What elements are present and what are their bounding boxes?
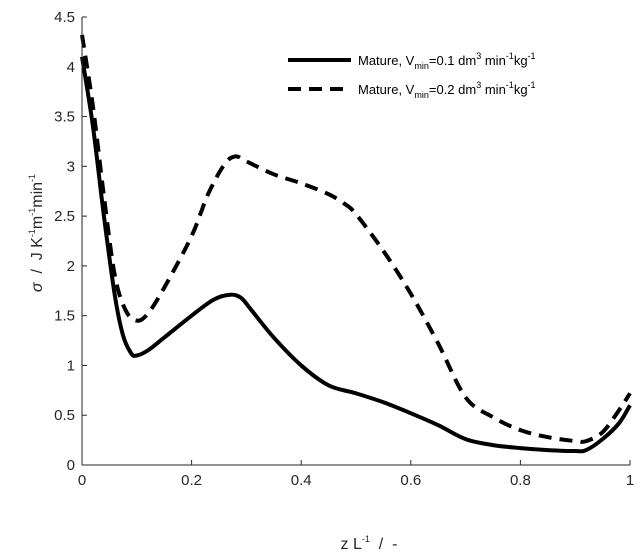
y-tick-label: 1 — [67, 357, 75, 374]
series-layer — [80, 34, 632, 454]
x-tick-label: 0.6 — [400, 472, 421, 489]
ticks-layer: 0 0.2 0.4 0.6 0.8 1 0 0.5 1 1.5 2 2.5 3 3.5 4 4.5 — [54, 9, 634, 489]
y-tick-label: 4 — [67, 59, 75, 76]
y-tick-label: 1.5 — [54, 308, 75, 325]
y-tick-label: 2.5 — [54, 208, 75, 225]
y-axis-label: σ / J K-1m-1min-1 — [27, 174, 46, 292]
y-tick-label: 3 — [67, 158, 75, 175]
legend-label-series-2: Mature, Vmin=0.2 dm3 min-1kg-1 — [358, 80, 536, 100]
x-tick-label: 0.2 — [181, 472, 202, 489]
x-tick-label: 0.4 — [291, 472, 312, 489]
x-tick-label: 0 — [78, 472, 86, 489]
plot-background — [82, 17, 630, 465]
plot-area — [82, 17, 630, 465]
axes-layer — [81, 17, 630, 466]
x-axis-label: z L-1 / - — [341, 534, 398, 553]
x-tick-label: 1 — [626, 472, 634, 489]
y-tick-label: 3.5 — [54, 109, 75, 126]
y-tick-label: 4.5 — [54, 9, 75, 26]
legend-label-series-1: Mature, Vmin=0.1 dm3 min-1kg-1 — [358, 51, 536, 71]
x-tick-label: 0.8 — [510, 472, 531, 489]
y-tick-label: 0.5 — [54, 407, 75, 424]
legend: Mature, Vmin=0.1 dm3 min-1kg-1 Mature, V… — [288, 51, 536, 100]
y-tick-label: 2 — [67, 258, 75, 275]
y-tick-label: 0 — [67, 457, 75, 474]
series-line-solid — [80, 56, 632, 454]
series-line-dashed — [80, 34, 632, 444]
